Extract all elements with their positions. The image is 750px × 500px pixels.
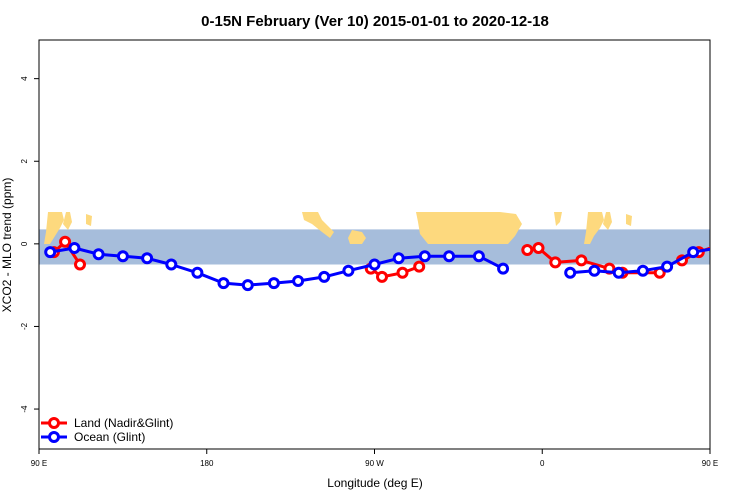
data-point-ocean — [687, 246, 700, 259]
legend-marker-ocean — [48, 431, 60, 443]
y-tick-label: 0 — [20, 241, 29, 246]
data-point-ocean — [267, 277, 280, 290]
x-tick-label: 0 — [540, 459, 545, 468]
data-point-land — [376, 270, 388, 283]
data-point-ocean — [636, 264, 649, 277]
data-point-land — [396, 266, 409, 279]
land-shape-philippines-left — [86, 214, 92, 226]
data-point-land — [521, 244, 534, 256]
data-point-land — [74, 258, 86, 271]
data-point-ocean — [588, 264, 601, 277]
data-point-land — [549, 256, 562, 269]
legend-marker-land — [48, 417, 60, 429]
data-point-ocean — [443, 250, 456, 263]
data-point-ocean — [368, 258, 381, 271]
data-point-ocean — [612, 266, 625, 279]
data-point-land — [413, 260, 426, 273]
x-axis: 90 E 180 90 W 0 90 E — [31, 449, 718, 468]
data-point-ocean — [318, 270, 331, 283]
data-point-ocean — [564, 266, 577, 279]
data-point-ocean — [241, 279, 254, 292]
data-point-ocean — [165, 258, 178, 271]
y-axis-label: XCO2 - MLO trend (ppm) — [0, 178, 14, 313]
data-point-ocean — [661, 260, 674, 273]
land-shape-india — [554, 212, 562, 226]
data-point-land — [575, 254, 588, 267]
x-tick-label: 90 E — [31, 459, 47, 468]
data-point-land — [59, 235, 72, 248]
land-shape-asia-left — [44, 212, 64, 244]
x-axis-label: Longitude (deg E) — [327, 476, 422, 490]
land-shape-malay-right — [603, 212, 612, 230]
land-areas — [44, 212, 632, 244]
x-tick-label: 90 W — [365, 459, 384, 468]
data-point-ocean — [68, 242, 81, 254]
data-point-ocean — [418, 250, 431, 263]
legend-label-land: Land (Nadir&Glint) — [74, 416, 173, 430]
series-line-land — [369, 265, 420, 279]
land-shape-central-america — [302, 212, 334, 238]
data-point-ocean — [292, 275, 305, 287]
y-tick-label: 2 — [20, 158, 29, 163]
data-point-ocean — [392, 252, 405, 265]
land-shape-asia-right — [584, 212, 604, 244]
data-point-ocean — [713, 244, 722, 253]
x-tick-label: 90 E — [702, 459, 718, 468]
data-point-ocean — [342, 264, 355, 277]
y-axis: 4 2 0 -2 -4 — [20, 76, 39, 413]
legend-label-ocean: Ocean (Glint) — [74, 430, 145, 444]
data-point-land — [724, 237, 733, 246]
legend: Land (Nadir&Glint) Ocean (Glint) — [41, 416, 173, 444]
y-tick-label: 4 — [20, 76, 29, 81]
data-point-ocean — [116, 250, 129, 263]
data-point-land — [532, 242, 545, 254]
land-shape-philippines-right — [626, 214, 632, 226]
y-tick-label: -2 — [20, 322, 29, 330]
data-point-ocean — [497, 262, 510, 275]
y-tick-label: -4 — [20, 405, 29, 413]
data-point-ocean — [92, 248, 105, 261]
chart-title: 0-15N February (Ver 10) 2015-01-01 to 20… — [201, 13, 549, 30]
x-tick-label: 180 — [200, 459, 214, 468]
data-point-ocean — [44, 246, 57, 259]
data-point-ocean — [217, 277, 230, 290]
land-shape-malay-left — [63, 212, 72, 230]
series-layer — [44, 235, 748, 292]
land-shape-south-america — [348, 230, 366, 244]
data-point-ocean — [739, 250, 748, 259]
land-shape-africa — [416, 212, 522, 244]
data-point-ocean — [472, 250, 485, 263]
data-point-ocean — [191, 266, 204, 279]
data-point-ocean — [141, 252, 154, 265]
